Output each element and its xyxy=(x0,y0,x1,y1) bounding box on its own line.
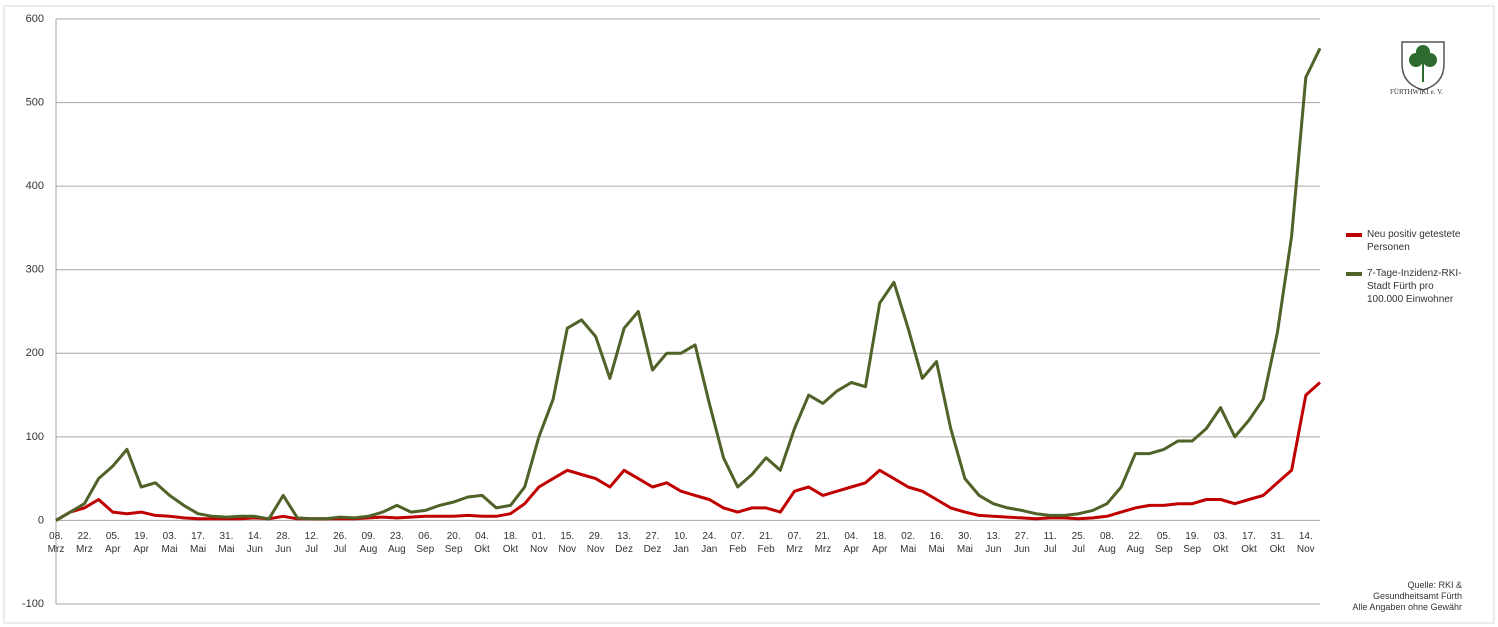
x-tick-label: 01. Nov xyxy=(529,531,548,555)
x-tick-label: 13. Dez xyxy=(615,531,633,555)
x-tick-label: 16. Mai xyxy=(928,531,945,555)
logo-text: FÜRTHWIKI e. V. xyxy=(1390,88,1443,96)
legend-label: Neu positiv getestete Personen xyxy=(1367,229,1461,253)
x-tick-label: 11. Jul xyxy=(1043,531,1057,555)
x-tick-label: 27. Jun xyxy=(1013,531,1030,555)
logo xyxy=(1401,41,1445,91)
x-tick-label: 05. Apr xyxy=(105,531,121,555)
x-tick-label: 07. Feb xyxy=(729,531,747,555)
source-note: Quelle: RKI & Gesundheitsamt Fürth Alle … xyxy=(1352,580,1462,612)
x-tick-label: 08. Mrz xyxy=(47,531,65,555)
y-tick-label: 0 xyxy=(38,514,44,526)
x-tick-label: 23. Aug xyxy=(387,531,406,555)
x-tick-label: 26. Jul xyxy=(333,531,347,555)
x-tick-label: 14. Nov xyxy=(1296,531,1315,555)
x-tick-label: 25. Jul xyxy=(1071,531,1086,555)
x-tick-label: 21. Mrz xyxy=(814,531,832,555)
x-tick-label: 08. Aug xyxy=(1098,531,1116,555)
x-tick-label: 17. Okt xyxy=(1241,531,1257,555)
x-tick-label: 15. Nov xyxy=(558,531,577,555)
y-tick-label: 100 xyxy=(26,431,44,443)
x-tick-label: 20. Sep xyxy=(444,531,463,555)
legend-label: 7-Tage-Inzidenz-RKI-Stadt Fürth pro 100.… xyxy=(1367,268,1462,305)
x-tick-label: 13. Jun xyxy=(985,531,1002,555)
y-tick-label: 400 xyxy=(26,180,44,192)
y-tick-label: 300 xyxy=(26,264,44,276)
x-tick-label: 22. Aug xyxy=(1126,531,1145,555)
x-tick-label: 02. Mai xyxy=(900,531,917,555)
x-tick-label: 14. Jun xyxy=(246,531,263,555)
x-tick-label: 04. Okt xyxy=(474,531,490,555)
x-tick-label: 18. Apr xyxy=(871,531,888,555)
x-tick-label: 21. Feb xyxy=(757,531,775,555)
x-tick-label: 12. Jul xyxy=(304,531,319,555)
series-line xyxy=(55,47,1322,522)
x-tick-label: 17. Mai xyxy=(189,531,207,555)
x-tick-label: 29. Nov xyxy=(586,531,605,555)
x-tick-label: 04. Apr xyxy=(843,531,860,555)
x-tick-label: 27. Dez xyxy=(643,531,662,555)
x-tick-label: 07. Mrz xyxy=(786,531,803,555)
x-tick-label: 19. Sep xyxy=(1183,531,1202,555)
y-tick-label: -100 xyxy=(22,598,44,610)
x-tick-label: 28. Jun xyxy=(275,531,292,555)
x-tick-label: 03. Mai xyxy=(161,531,178,555)
y-tick-label: 500 xyxy=(26,96,44,108)
x-tick-label: 19. Apr xyxy=(133,531,149,555)
x-tick-label: 06. Sep xyxy=(416,531,435,555)
x-tick-label: 09. Aug xyxy=(359,531,378,555)
x-tick-label: 18. Okt xyxy=(502,531,519,555)
x-tick-label: 05. Sep xyxy=(1154,531,1173,555)
x-tick-label: 31. Mai xyxy=(218,531,235,555)
x-tick-label: 30. Mai xyxy=(956,531,973,555)
x-tick-label: 22. Mrz xyxy=(76,531,93,555)
x-tick-label: 24. Jan xyxy=(701,531,718,555)
x-tick-label: 31. Okt xyxy=(1269,531,1286,555)
y-tick-label: 200 xyxy=(26,347,44,359)
logo-leaf xyxy=(1416,45,1430,59)
x-tick-label: 10. Jan xyxy=(672,531,689,555)
x-tick-label: 03. Okt xyxy=(1212,531,1229,555)
y-tick-label: 600 xyxy=(26,13,44,25)
